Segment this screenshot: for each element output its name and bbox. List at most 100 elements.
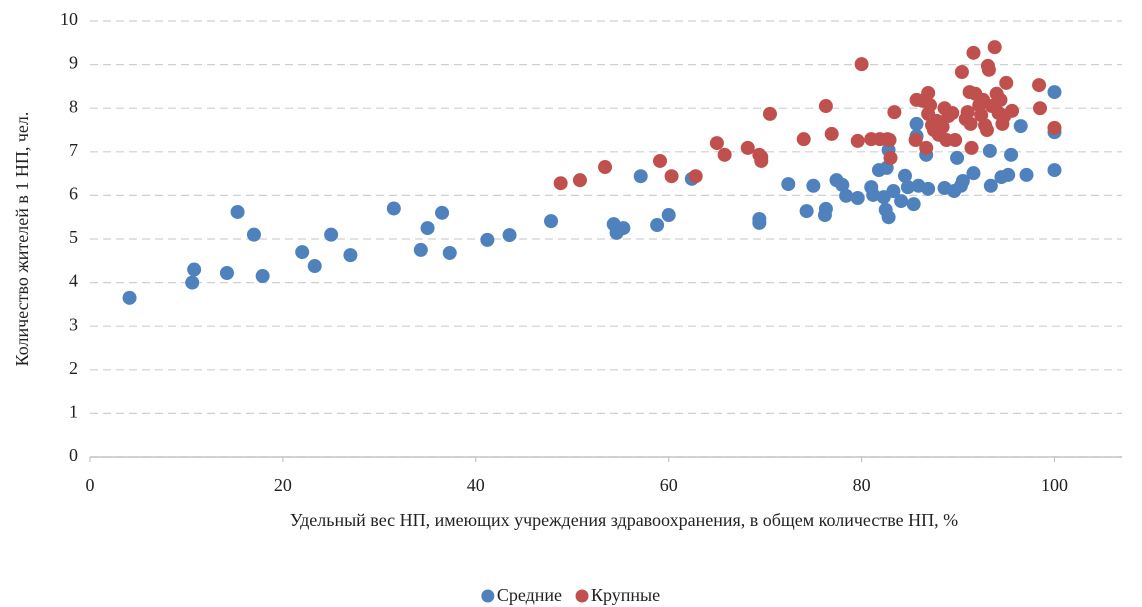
point <box>386 201 401 216</box>
point <box>960 105 975 120</box>
legend-marker <box>481 589 495 603</box>
point <box>616 221 631 236</box>
point <box>979 123 994 137</box>
y-tick-label: 9 <box>69 53 78 73</box>
point <box>1033 101 1048 116</box>
x-tick-label: 80 <box>853 475 871 495</box>
point <box>923 98 938 113</box>
point <box>420 221 435 236</box>
y-tick-label: 6 <box>69 184 78 204</box>
point <box>981 62 996 77</box>
point <box>948 133 963 148</box>
point <box>185 275 200 290</box>
point <box>919 140 934 155</box>
y-tick-label: 10 <box>60 9 78 29</box>
point <box>982 143 997 158</box>
y-tick-label: 4 <box>69 271 78 291</box>
point <box>850 191 865 206</box>
point <box>983 178 998 193</box>
point <box>324 227 339 242</box>
point <box>1047 120 1062 135</box>
point <box>598 160 613 175</box>
point <box>230 204 245 219</box>
point <box>1047 85 1062 100</box>
legend: Средние Крупные <box>481 585 660 605</box>
point <box>1019 167 1034 182</box>
point <box>661 208 676 223</box>
point <box>1013 119 1028 134</box>
point <box>993 92 1008 107</box>
point <box>255 269 270 284</box>
point <box>413 242 428 257</box>
y-tick-label: 3 <box>69 314 78 334</box>
x-tick-label: 0 <box>86 475 95 495</box>
point <box>664 169 679 184</box>
point <box>850 133 865 148</box>
point <box>921 85 936 100</box>
point <box>1032 78 1047 93</box>
y-tick-label: 5 <box>69 227 78 247</box>
point <box>435 205 450 220</box>
point <box>799 204 814 219</box>
point <box>572 173 587 188</box>
point <box>187 262 202 277</box>
point <box>1001 167 1016 182</box>
y-tick-label: 0 <box>69 445 78 465</box>
x-tick-label: 60 <box>660 475 678 495</box>
point <box>688 169 703 184</box>
point <box>762 106 777 121</box>
point <box>881 210 896 225</box>
x-axis-label: Удельный вес НП, имеющих учреждения здра… <box>290 510 958 530</box>
point <box>999 75 1014 90</box>
point <box>900 180 915 195</box>
point <box>295 245 310 260</box>
point <box>955 174 970 189</box>
point <box>883 150 898 165</box>
point <box>839 188 854 203</box>
y-tick-label: 8 <box>69 96 78 116</box>
point <box>909 116 924 131</box>
point <box>945 105 960 120</box>
point <box>307 259 322 274</box>
point <box>886 184 901 199</box>
point <box>650 218 665 233</box>
x-tick-label: 40 <box>467 475 485 495</box>
point <box>866 187 881 202</box>
point <box>966 45 981 60</box>
point <box>717 147 732 162</box>
point <box>987 40 1002 55</box>
point <box>122 290 137 305</box>
point <box>897 168 912 183</box>
legend-label: Средние <box>497 585 562 605</box>
y-tick-label: 1 <box>69 402 78 422</box>
point <box>653 153 668 168</box>
point <box>709 136 724 151</box>
point <box>442 245 457 260</box>
point <box>544 214 559 229</box>
point <box>246 227 261 242</box>
point <box>887 105 902 120</box>
legend-label: Крупные <box>591 585 660 605</box>
point <box>894 194 909 209</box>
point <box>818 201 833 216</box>
point <box>824 126 839 141</box>
x-tick-label: 100 <box>1041 475 1068 495</box>
point <box>854 57 869 72</box>
point <box>502 228 517 243</box>
point <box>1047 163 1062 178</box>
point <box>796 132 811 147</box>
point <box>950 150 965 165</box>
point <box>964 140 979 155</box>
point <box>633 169 648 184</box>
point <box>935 119 950 134</box>
y-axis-label: Количество жителей в 1 НП, чел. <box>12 112 32 367</box>
point <box>906 197 921 212</box>
point <box>882 133 897 148</box>
point <box>963 116 978 131</box>
point <box>1004 147 1019 162</box>
point <box>480 232 495 247</box>
y-tick-label: 7 <box>69 140 78 160</box>
point <box>1005 103 1020 118</box>
x-tick-label: 20 <box>274 475 292 495</box>
